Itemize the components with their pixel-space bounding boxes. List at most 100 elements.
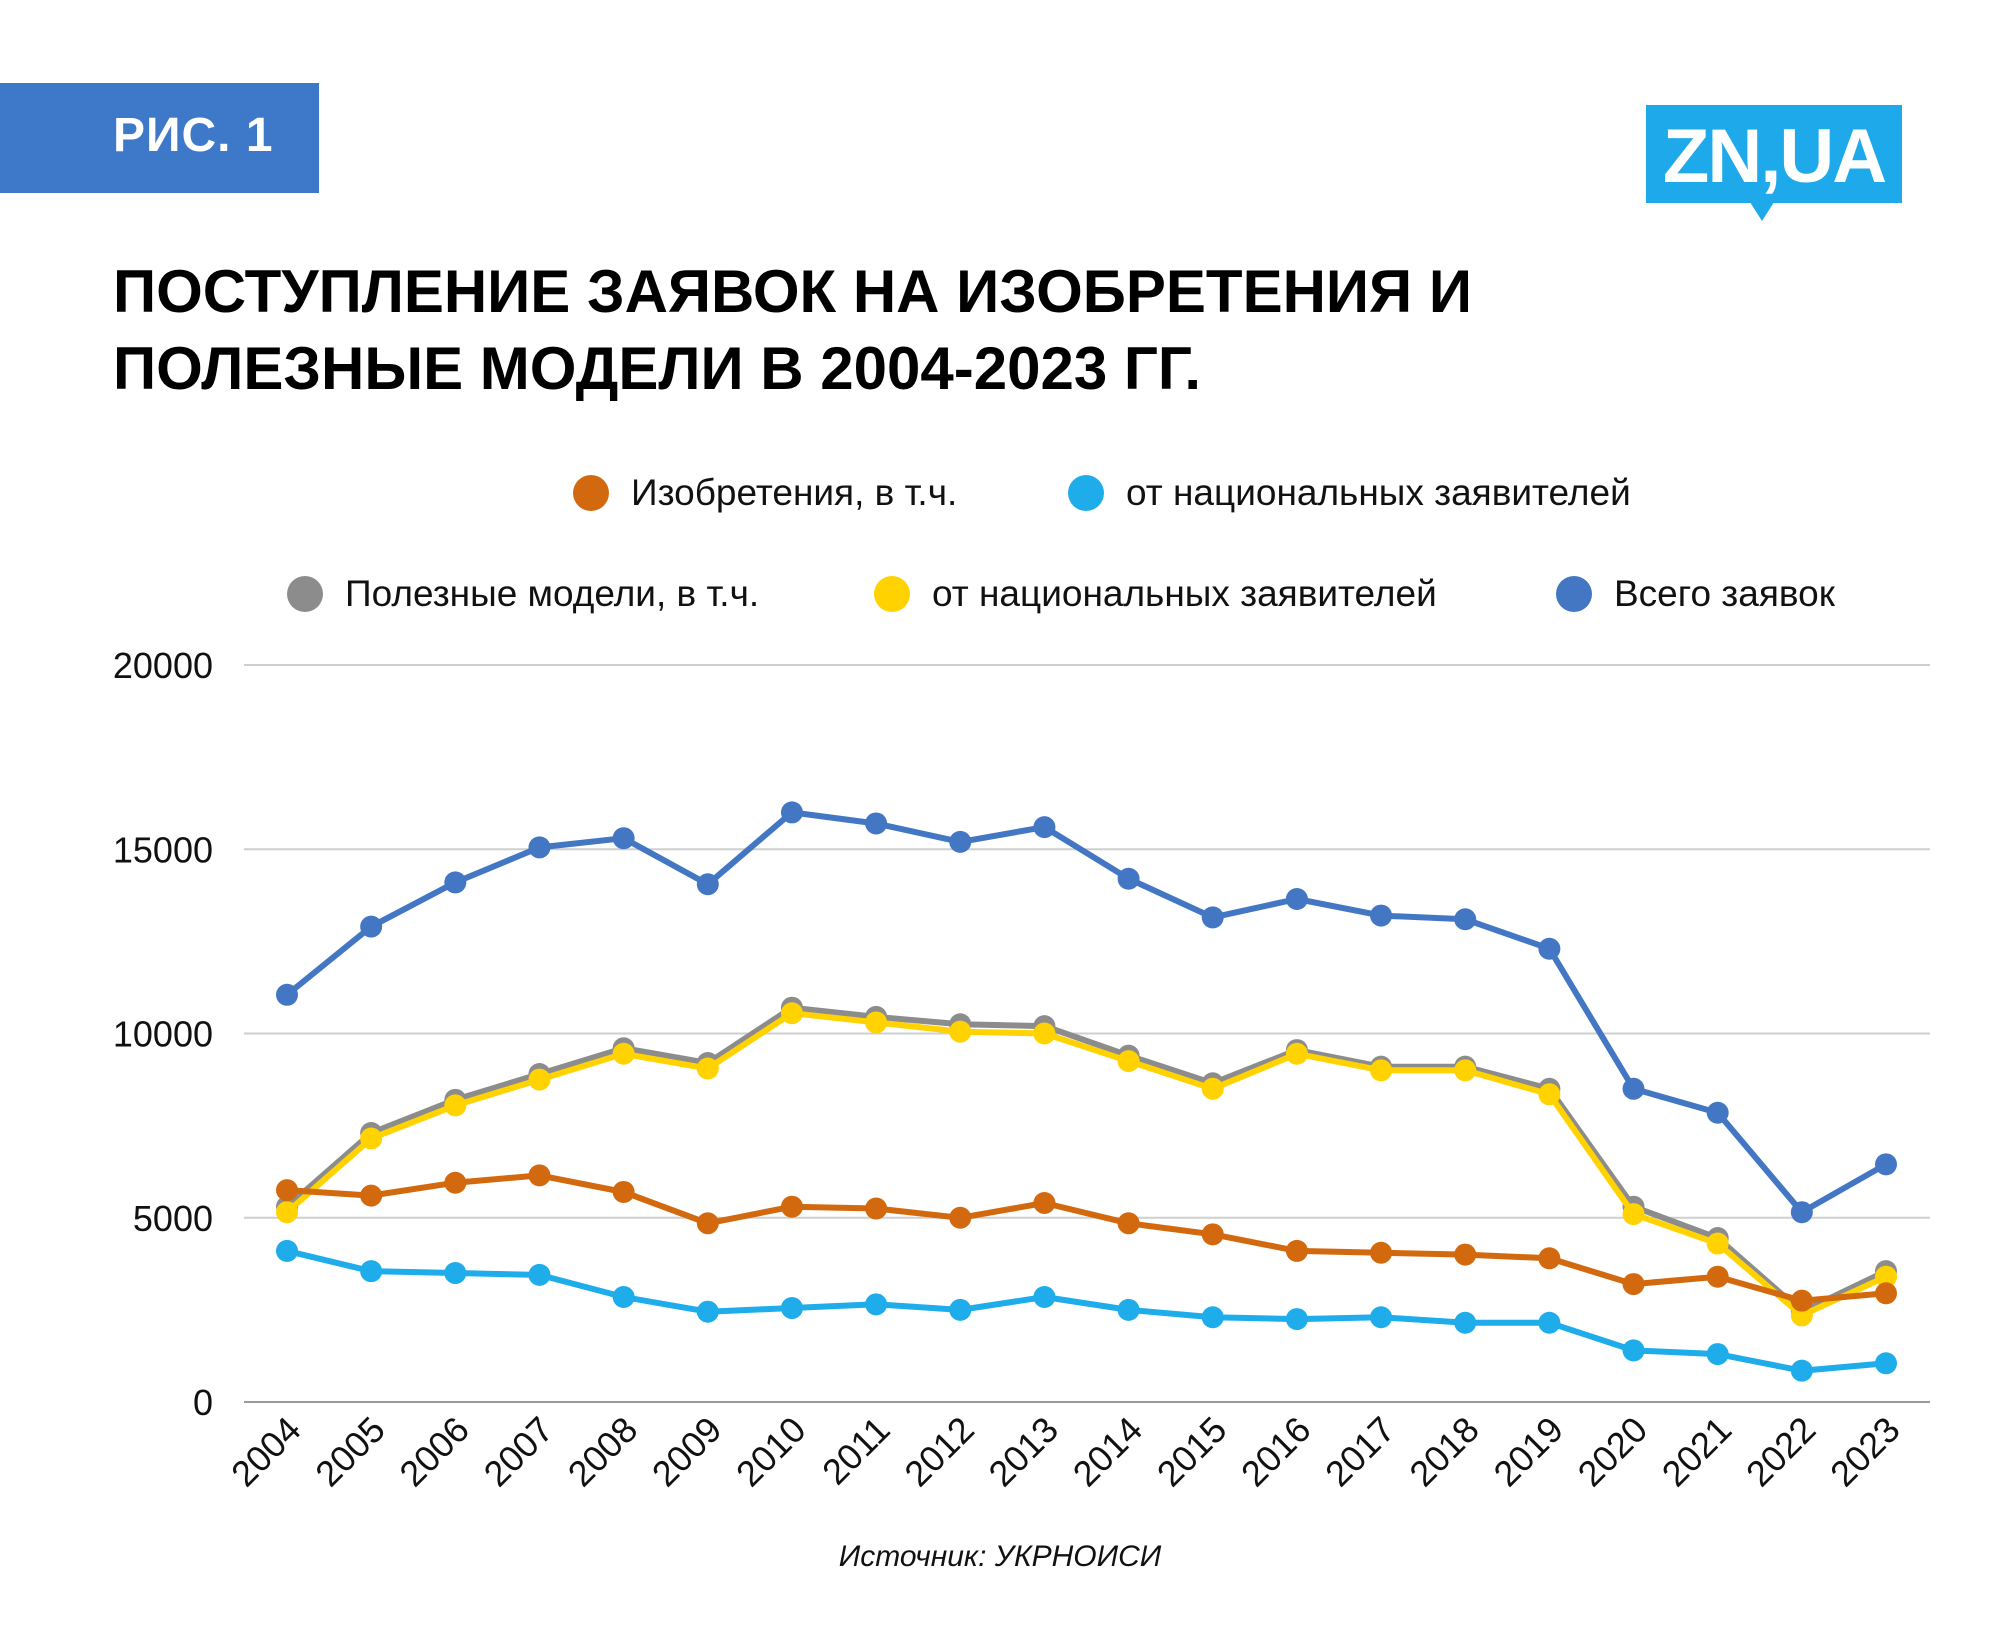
series-4-point-2011: [865, 812, 888, 835]
legend-marker-inventions: [573, 475, 609, 511]
chart-title-line-2: ПОЛЕЗНЫЕ МОДЕЛИ В 2004-2023 ГГ.: [113, 335, 1202, 402]
series-2-point-2020: [1622, 1273, 1645, 1296]
series-4-point-2016: [1285, 887, 1308, 910]
series-3-point-2013: [1033, 1285, 1056, 1308]
series-2-point-2022: [1790, 1289, 1813, 1312]
y-tick-label-20000: 20000: [113, 645, 213, 686]
series-3-point-2006: [444, 1262, 467, 1285]
series-1-point-2017: [1370, 1059, 1393, 1082]
x-tick-label-2021: 2021: [1654, 1409, 1740, 1495]
series-4-point-2005: [360, 915, 383, 938]
series-4-point-2021: [1706, 1101, 1729, 1124]
series-3-point-2020: [1622, 1339, 1645, 1362]
series-2-point-2011: [865, 1197, 888, 1220]
series-line-2: [284, 1172, 1889, 1304]
series-2-point-2014: [1117, 1212, 1140, 1235]
x-tick-label-2019: 2019: [1485, 1409, 1571, 1495]
series-3-point-2011: [865, 1293, 888, 1316]
x-tick-label-2016: 2016: [1233, 1409, 1319, 1495]
series-1-point-2006: [444, 1094, 467, 1117]
series-1-point-2014: [1117, 1050, 1140, 1073]
x-tick-label-2022: 2022: [1738, 1409, 1824, 1495]
series-4-point-2007: [528, 836, 551, 859]
y-tick-label-0: 0: [193, 1382, 213, 1423]
series-3-point-2016: [1285, 1308, 1308, 1331]
series-2-point-2013: [1033, 1192, 1056, 1215]
x-tick-label-2005: 2005: [307, 1409, 393, 1495]
x-tick-label-2014: 2014: [1065, 1409, 1151, 1495]
series-1-point-2004: [276, 1201, 298, 1224]
figure-badge: РИС. 1: [0, 83, 319, 193]
series-2-point-2018: [1454, 1243, 1477, 1266]
series-1-point-2009: [696, 1057, 719, 1080]
x-tick-label-2020: 2020: [1570, 1409, 1656, 1495]
legend-marker-utility-models-national: [874, 576, 910, 612]
series-1-point-2007: [528, 1068, 551, 1091]
series-3-point-2007: [528, 1263, 551, 1286]
legend-label-inventions: Изобретения, в т.ч.: [631, 472, 958, 513]
series-3-point-2022: [1790, 1359, 1813, 1382]
series-4-point-2017: [1370, 904, 1393, 927]
x-tick-label-2009: 2009: [644, 1409, 730, 1495]
series-4-point-2012: [949, 830, 972, 853]
legend-item-utility-models: Полезные модели, в т.ч.: [287, 573, 759, 615]
series-1-point-2011: [865, 1011, 888, 1034]
y-tick-label-10000: 10000: [113, 1014, 213, 1055]
series-3-point-2023: [1875, 1352, 1897, 1375]
legend-item-utility-models-national: от национальных заявителей: [874, 573, 1437, 615]
x-tick-label-2018: 2018: [1401, 1409, 1487, 1495]
series-2-point-2017: [1370, 1241, 1393, 1264]
x-tick-label-2012: 2012: [896, 1409, 982, 1495]
series-4-point-2019: [1538, 937, 1561, 960]
legend-item-inventions: Изобретения, в т.ч.: [573, 472, 957, 514]
x-tick-label-2017: 2017: [1317, 1409, 1403, 1495]
series-3-point-2017: [1370, 1306, 1393, 1329]
legend-marker-total: [1556, 576, 1592, 612]
logo-tail: [1748, 199, 1776, 221]
series-2-point-2010: [780, 1195, 803, 1218]
legend-label-total: Всего заявок: [1614, 573, 1835, 614]
figure-badge-label: РИС. 1: [113, 109, 274, 162]
series-2-point-2004: [276, 1179, 298, 1202]
series-4-point-2010: [780, 801, 803, 824]
series-4-point-2023: [1875, 1153, 1897, 1176]
series-4-point-2009: [696, 873, 719, 896]
series-2-point-2021: [1706, 1265, 1729, 1288]
series-4-point-2015: [1201, 906, 1224, 929]
series-1-point-2019: [1538, 1083, 1561, 1106]
series-line-1: [284, 1010, 1889, 1319]
series-2-point-2009: [696, 1212, 719, 1235]
series-2-point-2023: [1875, 1282, 1897, 1305]
series-3-point-2019: [1538, 1311, 1561, 1334]
series-1-point-2023: [1875, 1265, 1897, 1288]
legend-label-utility-models-national: от национальных заявителей: [932, 573, 1437, 614]
x-tick-label-2004: 2004: [223, 1409, 309, 1495]
series-3-point-2018: [1454, 1311, 1477, 1334]
legend-item-total: Всего заявок: [1556, 573, 1835, 615]
series-3-point-2015: [1201, 1306, 1224, 1329]
series-3-point-2004: [276, 1239, 298, 1262]
series-1-point-2010: [780, 1002, 803, 1025]
legend-item-inventions-national: от национальных заявителей: [1068, 472, 1631, 514]
legend-label-inventions-national: от национальных заявителей: [1126, 472, 1631, 513]
series-2-point-2008: [612, 1180, 635, 1203]
x-tick-label-2008: 2008: [560, 1409, 646, 1495]
series-1-point-2012: [949, 1020, 972, 1043]
x-tick-label-2007: 2007: [476, 1409, 562, 1495]
chart-title-line-1: ПОСТУПЛЕНИЕ ЗАЯВОК НА ИЗОБРЕТЕНИЯ И: [113, 258, 1472, 325]
series-2-point-2019: [1538, 1247, 1561, 1270]
legend-label-utility-models: Полезные модели, в т.ч.: [345, 573, 760, 614]
series-2-point-2012: [949, 1206, 972, 1229]
x-tick-label-2006: 2006: [391, 1409, 477, 1495]
series-4-point-2006: [444, 871, 467, 894]
series-2-point-2007: [528, 1164, 551, 1187]
series-1-point-2021: [1706, 1232, 1729, 1255]
series-line-4: [284, 809, 1889, 1216]
series-3-point-2010: [780, 1297, 803, 1320]
series-1-point-2015: [1201, 1077, 1224, 1100]
legend-marker-inventions-national: [1068, 475, 1104, 511]
y-tick-label-15000: 15000: [113, 829, 213, 870]
x-tick-label-2011: 2011: [814, 1409, 898, 1493]
series-3-point-2021: [1706, 1343, 1729, 1366]
